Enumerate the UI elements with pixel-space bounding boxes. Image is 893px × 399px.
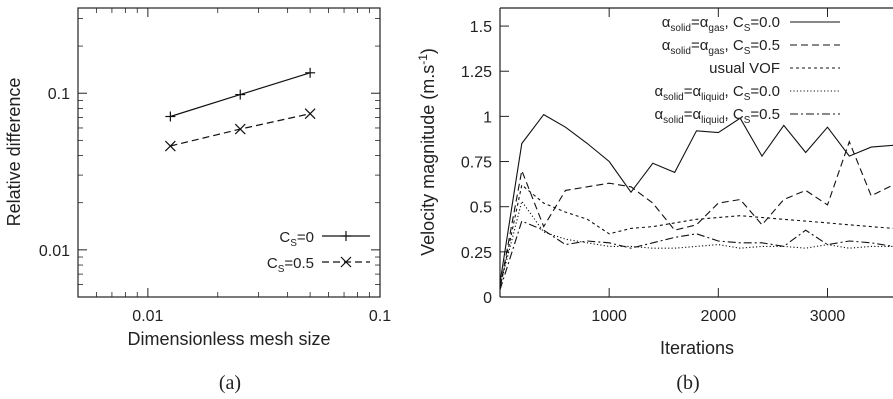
chart-b-series-4-line [499, 200, 893, 287]
chart-b-ytick-label: 0.75 [461, 155, 492, 172]
chart-a-ytick-label: 0.1 [48, 86, 70, 103]
chart-b-series-2-line [499, 140, 893, 289]
chart-a-legend: CS=0 CS=0.5 [267, 229, 370, 275]
chart-a-legend-marker [340, 256, 352, 268]
chart-b-panel-label: (b) [676, 372, 699, 394]
chart-a-legend-label: CS=0 [279, 229, 314, 249]
chart-a-series [164, 67, 316, 152]
chart-a-series-2-point [164, 140, 176, 152]
chart-b-legend-label: αsolid=αgas, CS=0.0 [662, 14, 780, 34]
chart-b-legend-label: usual VOF [709, 60, 780, 77]
chart-b-series-5-line [499, 220, 893, 290]
chart-b-legend: αsolid=αgas, CS=0.0 αsolid=αgas, CS=0.5 us… [654, 14, 840, 126]
chart-a-xtick-label: 0.01 [132, 308, 163, 325]
chart-a-panel-label: (a) [219, 372, 241, 394]
chart-a-series-2-point [304, 108, 316, 120]
chart-b-ytick-label: 0 [483, 290, 492, 307]
chart-a-legend-label: CS=0.5 [267, 255, 314, 275]
chart-b-ytick-label: 0.5 [470, 200, 492, 217]
chart-a-xlabel: Dimensionless mesh size [127, 329, 330, 349]
chart-b-series-1-line [499, 113, 893, 283]
chart-b-ytick-label: 0.25 [461, 245, 492, 262]
chart-b-xtick-label: 2000 [701, 308, 737, 325]
chart-b-ytick-label: 1.25 [461, 64, 492, 81]
chart-a-series-2-point [234, 123, 246, 135]
chart-b-legend-label: αsolid=αliquid, CS=0.5 [654, 106, 780, 126]
chart-a-ytick-label: 0.01 [39, 243, 70, 260]
chart-b-ticks: 1000 2000 3000 0 0.25 0.5 0.75 1 1.25 1.5 [461, 8, 846, 325]
chart-b-xlabel: Iterations [660, 338, 734, 358]
chart-b-series-3-line [499, 183, 893, 289]
chart-b-ytick-label: 1.5 [470, 19, 492, 36]
chart-b-legend-label: αsolid=αgas, CS=0.5 [662, 37, 780, 57]
chart-a: 0.01 0.1 0.01 0.1 CS=0 CS=0.5 Dimensionless … [4, 7, 391, 394]
chart-b-series [499, 113, 893, 290]
chart-b-ylabel: Velocity magnitude (m.s-1) [416, 48, 438, 256]
chart-b-xtick-label: 3000 [810, 308, 846, 325]
chart-a-ylabel: Relative difference [4, 78, 24, 227]
chart-a-frame [77, 7, 381, 298]
chart-b-xtick-label: 1000 [591, 308, 627, 325]
chart-b: 1000 2000 3000 0 0.25 0.5 0.75 1 1.25 1.5 αsolid=… [416, 7, 893, 394]
chart-a-ticks: 0.01 0.1 0.01 0.1 [39, 8, 391, 325]
chart-a-xtick-label: 0.1 [369, 308, 391, 325]
chart-b-legend-label: αsolid=αliquid, CS=0.0 [654, 83, 780, 103]
chart-b-ytick-label: 1 [483, 109, 492, 126]
